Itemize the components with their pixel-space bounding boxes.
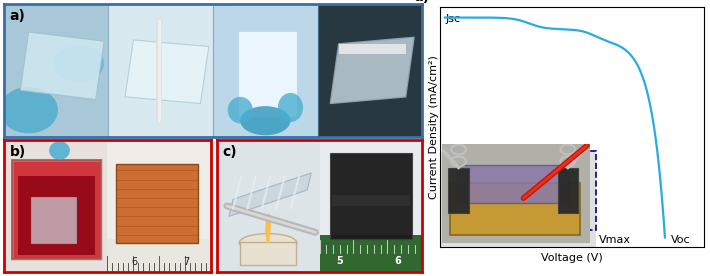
Ellipse shape <box>0 87 58 133</box>
Ellipse shape <box>54 45 104 82</box>
Ellipse shape <box>239 233 297 252</box>
Bar <box>213 4 318 137</box>
Bar <box>320 140 422 272</box>
Polygon shape <box>265 213 271 243</box>
Bar <box>557 168 578 213</box>
Bar <box>4 140 107 272</box>
Bar <box>457 165 568 203</box>
Polygon shape <box>125 40 209 104</box>
Text: 5: 5 <box>337 256 344 266</box>
Text: a): a) <box>10 9 26 23</box>
Bar <box>448 168 469 213</box>
Bar <box>339 44 405 54</box>
Bar <box>31 197 76 243</box>
Text: 7: 7 <box>183 257 189 267</box>
Bar <box>317 4 422 137</box>
X-axis label: Voltage (V): Voltage (V) <box>542 253 603 262</box>
Bar <box>107 140 211 272</box>
Bar <box>445 152 596 230</box>
Text: Jsc: Jsc <box>445 14 461 24</box>
Ellipse shape <box>278 93 303 122</box>
Y-axis label: Current Density (mA/cm²): Current Density (mA/cm²) <box>429 55 439 199</box>
Bar <box>107 239 211 272</box>
Bar <box>332 195 410 206</box>
Bar <box>329 153 413 239</box>
Polygon shape <box>330 37 414 104</box>
Text: Voc: Voc <box>671 235 691 245</box>
Text: Jmax: Jmax <box>445 146 473 156</box>
Ellipse shape <box>228 97 253 123</box>
Bar <box>108 4 213 137</box>
Text: 6: 6 <box>394 256 401 266</box>
Text: d): d) <box>414 0 430 4</box>
Ellipse shape <box>240 106 290 135</box>
Ellipse shape <box>49 141 70 160</box>
Bar <box>18 176 94 255</box>
Bar <box>116 164 198 243</box>
Bar <box>320 235 422 272</box>
Text: Vmax: Vmax <box>599 235 631 245</box>
Bar <box>12 160 101 259</box>
Polygon shape <box>265 213 271 243</box>
Bar <box>238 31 297 117</box>
Bar <box>217 140 320 272</box>
Bar <box>440 152 596 247</box>
Bar <box>4 4 108 137</box>
Text: 6: 6 <box>131 257 137 267</box>
Bar <box>12 160 101 259</box>
Polygon shape <box>21 32 104 100</box>
Bar <box>240 242 296 265</box>
Text: c): c) <box>223 145 237 159</box>
Text: b): b) <box>10 145 26 159</box>
Bar <box>449 183 579 235</box>
Polygon shape <box>229 173 311 216</box>
